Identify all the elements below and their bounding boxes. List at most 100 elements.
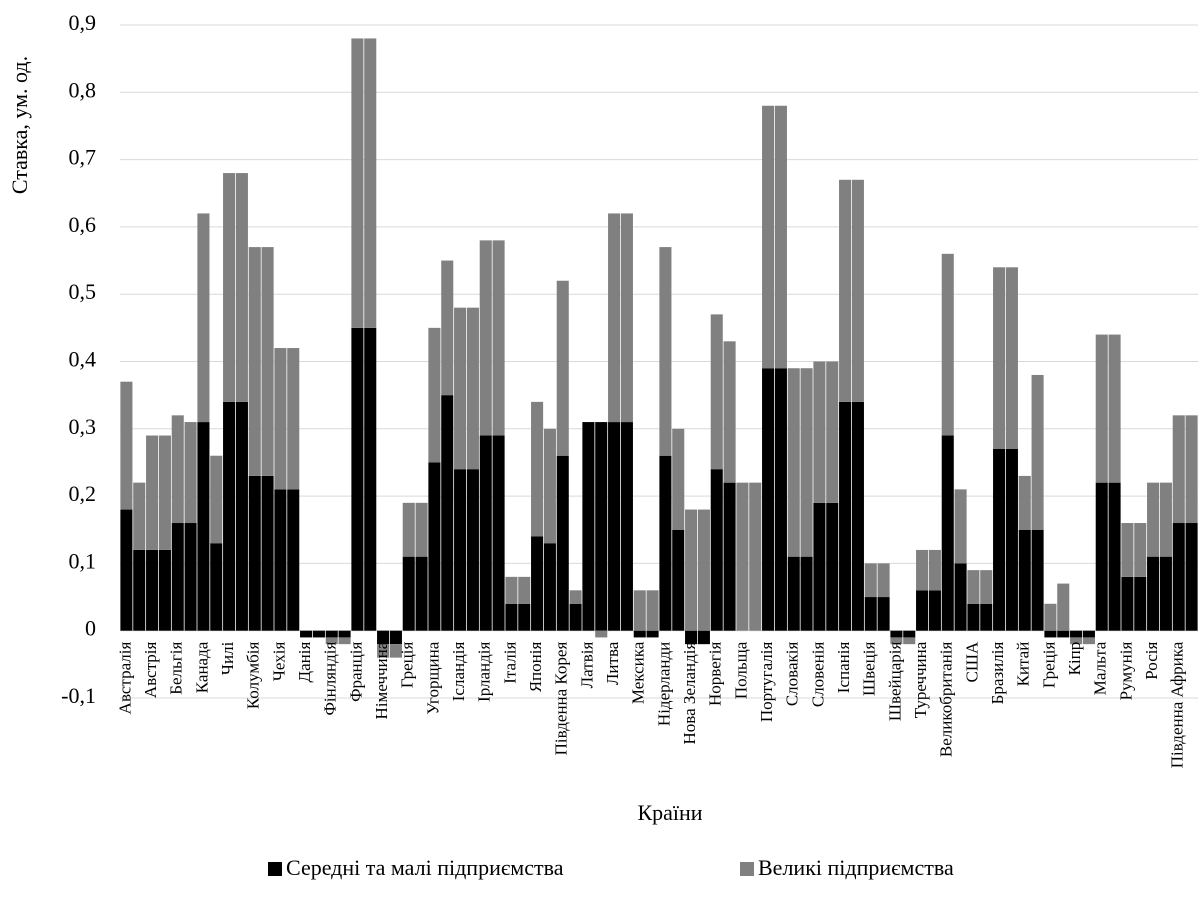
x-tick-label: Чилі [218,641,237,675]
bar-segment [980,570,993,604]
x-tick-label: Угорщина [423,641,442,714]
x-tick-label: Італія [500,642,519,684]
bar-segment [1031,529,1044,631]
bar-segment [582,422,595,631]
x-tick-label: Греція [398,642,417,689]
bar-segment [762,368,775,631]
bar-segment [954,563,967,631]
x-tick-label: Греція [1039,642,1058,689]
bar-segment [1159,482,1172,557]
bar-segment [967,570,980,604]
bar-segment [864,597,877,631]
x-tick-label: Португалія [757,642,776,723]
bar-segment [518,576,531,604]
bar-segment [184,523,197,631]
bar-segment [710,469,723,631]
bar-segment [633,630,646,638]
bar-segment [941,253,954,436]
bar-segment [466,307,479,470]
bar-segment [235,401,248,631]
bar-segment [723,341,736,483]
bar-segment [171,523,184,631]
bar-segment [210,543,223,631]
x-tick-label: Швеція [860,642,879,696]
bar-segment [364,38,377,328]
bar-segment [826,361,839,503]
bar-segment [813,361,826,503]
bar-segment [428,327,441,463]
bar-segment [941,435,954,631]
bar-segment [928,549,941,591]
bar-segment [505,603,518,631]
x-axis-title: Країни [637,800,702,825]
y-tick-label: 0 [85,616,96,641]
bar-segment [338,637,351,645]
y-tick-label: 0,3 [69,414,97,439]
bar-segment [1057,583,1070,631]
bar-segment [800,368,813,557]
bar-segment [325,637,338,645]
bar-segment [1018,529,1031,631]
x-tick-label: Канада [192,641,211,693]
bar-segment [608,213,621,423]
y-tick-label: 0,1 [69,548,97,573]
y-tick-label: 0,7 [69,145,97,170]
x-tick-label: Данія [295,642,314,683]
bar-segment [531,536,544,631]
bar-segment [890,630,903,638]
x-tick-label: Кіпр [1065,642,1084,676]
bar-segment [389,644,402,658]
x-tick-label: Іспанія [834,642,853,694]
bar-segment [556,280,569,456]
bar-segment [158,549,171,631]
x-tick-label: Ісландія [449,642,468,702]
bar-segment [646,590,659,631]
bar-segment [235,173,248,402]
bar-segment [1108,482,1121,631]
bar-segment [133,482,146,550]
x-tick-label: Нідерланди [654,642,673,726]
bar-segment [774,105,787,369]
bar-segment [1185,523,1198,631]
bar-segment [787,556,800,631]
x-tick-label: Литва [603,641,622,685]
bar-segment [595,422,608,631]
x-tick-label: Румунія [1116,642,1135,701]
bar-segment [158,435,171,550]
bar-segment [620,422,633,631]
bar-segment [967,603,980,631]
x-tick-label: Бразилія [988,642,1007,705]
bar-segment [274,348,287,490]
bar-segment [903,630,916,638]
bar-segment [1005,267,1018,449]
bar-segment [248,247,261,476]
bar-segment [146,549,159,631]
bar-segment [1057,630,1070,638]
bar-segment [608,422,621,631]
bar-segment [454,307,467,470]
bar-segment [1044,603,1057,631]
x-tick-label: Південна Корея [552,642,571,756]
bar-segment [1031,374,1044,530]
bar-segment [697,509,710,631]
bar-segment [120,381,133,510]
bar-segment [325,630,338,638]
x-tick-label: Словенія [808,642,827,708]
bar-segment [248,475,261,631]
bar-segment [300,630,313,638]
bar-segment [184,422,197,524]
bar-segment [1172,523,1185,631]
bar-segment [274,489,287,631]
bar-segment [479,435,492,631]
x-tick-label: Словакія [783,642,802,707]
bar-segment [813,502,826,631]
bar-segment [1147,482,1160,557]
bar-segment [1082,637,1095,645]
bar-segment [569,590,582,604]
x-tick-label: Колумбія [244,642,263,710]
bar-segment [543,428,556,544]
x-tick-label: Латвія [577,642,596,689]
bar-segment [736,482,749,631]
